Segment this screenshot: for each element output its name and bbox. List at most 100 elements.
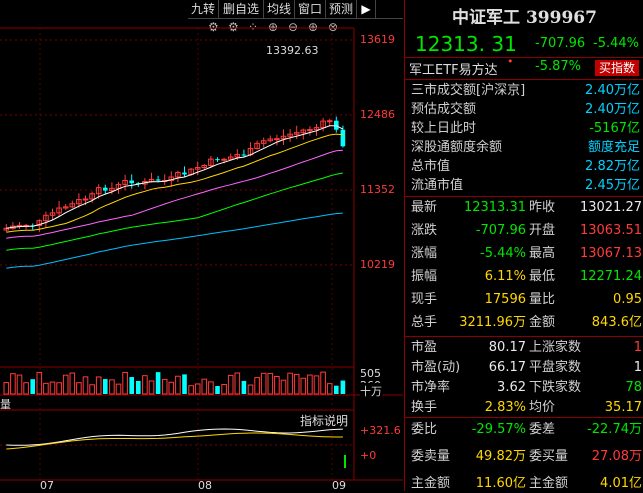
- ma10-line: [6, 133, 343, 233]
- divider: [405, 417, 643, 418]
- volume-layer: [3, 371, 346, 395]
- volume-bar: [103, 379, 108, 394]
- volume-bar: [287, 372, 293, 395]
- quote-label: 金额: [529, 315, 556, 330]
- candle-body: [43, 214, 49, 222]
- valuation-label: 上涨家数: [529, 340, 582, 355]
- kline-chart[interactable]: 九转 删自选 均线 窗口 预测 ▶ ⚙ ⚙ ⁘ ⊕ ⊖ ⊕ ⊗: [0, 0, 403, 492]
- volume-bar: [313, 375, 320, 395]
- dots-icon[interactable]: ⁘: [248, 20, 259, 34]
- zoom-out-icon[interactable]: ⊖: [288, 20, 299, 34]
- candle-body: [280, 135, 287, 140]
- quote-value: 0.95: [613, 292, 642, 307]
- stat-row: 预估成交额 2.40万亿: [405, 100, 643, 119]
- volume-bar: [49, 381, 56, 395]
- quote-label: 涨跌: [411, 223, 438, 238]
- volume-bar: [76, 382, 82, 395]
- volume-bar: [280, 379, 287, 395]
- indicator-help-button[interactable]: 指标说明: [300, 414, 349, 428]
- zoom-in-icon[interactable]: ⊕: [268, 20, 279, 34]
- volume-bar: [188, 385, 194, 395]
- close-icon[interactable]: ⊗: [328, 20, 339, 34]
- orders-label: 委买量: [529, 449, 569, 464]
- stat-value: 2.40万亿: [585, 102, 640, 117]
- index-title: 中证军工 399967: [452, 8, 597, 28]
- price-axis-label: 13619: [360, 33, 395, 46]
- price-change-pct: -5.44%: [593, 36, 639, 51]
- tab-jiuzhuan[interactable]: 九转: [188, 0, 219, 18]
- candle-body: [260, 140, 267, 144]
- etf-dot-icon: •: [507, 55, 514, 68]
- quote-row: 最新 12313.31 昨收 13021.27: [405, 198, 643, 217]
- volume-bar: [148, 380, 155, 395]
- valuation-label: 市净率: [411, 380, 451, 395]
- candle-body: [109, 187, 115, 192]
- ma30-line: [6, 172, 343, 251]
- volume-bar: [247, 384, 254, 395]
- volume-bar: [320, 371, 326, 395]
- toolbar-arrow-icon[interactable]: ▶: [357, 0, 376, 18]
- candle-body: [254, 142, 260, 149]
- volume-bar: [161, 378, 168, 395]
- orders-value: -29.57%: [471, 422, 526, 437]
- volume-bar: [340, 380, 346, 394]
- quote-value: 843.6亿: [591, 315, 642, 330]
- price-axis-label: 10219: [360, 258, 395, 271]
- candle-body: [49, 212, 56, 216]
- x-axis-tick: 08: [198, 479, 212, 492]
- candle-body: [307, 129, 313, 132]
- orders-row: 主金额 11.60亿 主金额 4.01亿: [405, 474, 643, 493]
- price-axis-label: 12486: [360, 108, 395, 121]
- valuation-value: 35.17: [604, 400, 642, 415]
- indicator-axis-label: +321.6: [360, 424, 401, 437]
- tab-forecast[interactable]: 预测: [326, 0, 357, 18]
- candle-body: [300, 129, 307, 134]
- volume-bar: [115, 383, 122, 395]
- volume-bar: [227, 374, 234, 395]
- stat-value: 2.82万亿: [585, 159, 640, 174]
- candle-body: [95, 187, 102, 195]
- etf-row[interactable]: 军工ETF易方达 • -5.87% 买指数: [405, 55, 643, 78]
- volume-bar: [307, 374, 313, 395]
- quote-panel: 中证军工 399967 12313. 31 -707.96 -5.44% 军工E…: [404, 0, 643, 491]
- candle-body: [76, 199, 82, 205]
- current-price: 12313. 31: [415, 32, 517, 56]
- tab-moving-average[interactable]: 均线: [264, 0, 295, 18]
- quote-label: 最高: [529, 246, 556, 261]
- candle-body: [194, 167, 201, 170]
- quote-value: 12271.24: [579, 269, 642, 284]
- gear-icon[interactable]: ⚙: [208, 20, 219, 34]
- etf-name[interactable]: 军工ETF易方达: [409, 63, 498, 78]
- orders-row: 委比 -29.57% 委差 -22.74万: [405, 420, 643, 439]
- candles-layer: [3, 116, 346, 233]
- quote-value: 13021.27: [579, 200, 642, 215]
- valuation-row: 换手 2.83% 均价 35.17: [405, 398, 643, 417]
- stat-row: 总市值 2.82万亿: [405, 157, 643, 176]
- volume-bar: [274, 376, 280, 395]
- volume-bar: [254, 377, 260, 395]
- valuation-row: 市盈(动) 66.17 平盘家数 1: [405, 358, 643, 377]
- candle-body: [267, 138, 274, 142]
- valuation-value: 78: [625, 380, 642, 395]
- chart-canvas[interactable]: [0, 0, 403, 491]
- quote-label: 开盘: [529, 223, 556, 238]
- stat-label: 流通市值: [411, 178, 464, 193]
- volume-bar: [182, 374, 187, 394]
- tab-remove-favorite[interactable]: 删自选: [219, 0, 264, 18]
- volume-bar: [36, 371, 43, 395]
- volume-bar: [136, 380, 141, 394]
- candle-body: [3, 227, 10, 231]
- valuation-label: 均价: [529, 400, 556, 415]
- tab-window[interactable]: 窗口: [295, 0, 326, 18]
- add-icon[interactable]: ⊕: [308, 20, 319, 34]
- volume-bar: [201, 378, 208, 395]
- orders-value: -22.74万: [587, 422, 642, 437]
- orders-value: 4.01亿: [600, 476, 642, 491]
- gear-icon[interactable]: ⚙: [228, 20, 239, 34]
- valuation-label: 市盈: [411, 340, 438, 355]
- buy-index-button[interactable]: 买指数: [595, 60, 640, 76]
- valuation-label: 下跌家数: [529, 380, 582, 395]
- ma20-line: [6, 149, 343, 239]
- volume-bar: [69, 372, 76, 395]
- quote-label: 最低: [529, 269, 556, 284]
